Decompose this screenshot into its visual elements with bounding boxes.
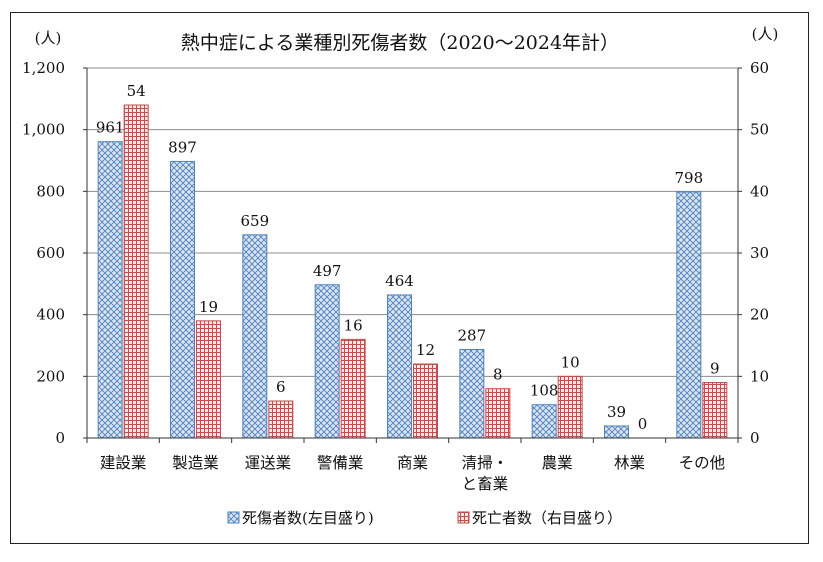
- left-axis-unit: (人): [35, 29, 62, 47]
- gridlines: [87, 67, 738, 377]
- left-tick-label: 200: [36, 367, 65, 385]
- category-label: と畜業: [462, 475, 509, 493]
- left-tick-label: 400: [36, 306, 65, 324]
- data-label-deaths: 54: [127, 82, 146, 100]
- bar-deaths: [485, 388, 511, 439]
- data-label-deaths: 6: [276, 378, 286, 396]
- bars: [97, 104, 728, 439]
- left-tick-label: 600: [36, 244, 65, 262]
- legend-label-deaths: 死亡者数（右目盛り）: [472, 509, 622, 527]
- data-label-casualties: 798: [675, 169, 704, 187]
- category-label: 林業: [614, 454, 645, 472]
- right-tick-label: 50: [750, 121, 769, 139]
- chart-title: 熱中症による業種別死傷者数（2020～2024年計）: [181, 32, 619, 54]
- data-label-casualties: 39: [607, 403, 626, 421]
- category-label: 建設業: [100, 454, 147, 472]
- bar-deaths: [702, 382, 728, 439]
- right-tick-label: 30: [750, 244, 769, 262]
- bar-deaths: [268, 400, 294, 439]
- bar-casualties: [459, 349, 485, 439]
- category-label: 警備業: [317, 454, 364, 472]
- legend-label-casualties: 死傷者数(左目盛り): [242, 509, 374, 527]
- bar-deaths: [196, 320, 221, 439]
- bar-deaths: [340, 338, 366, 439]
- bar-casualties: [170, 160, 195, 439]
- legend: 死傷者数(左目盛り) 死亡者数（右目盛り）: [227, 509, 622, 527]
- data-label-deaths: 10: [561, 353, 580, 371]
- bar-casualties: [242, 234, 268, 439]
- category-label: 清掃・: [462, 454, 509, 472]
- left-tick-label: 1,200: [22, 59, 65, 77]
- right-tick-label: 0: [750, 429, 760, 447]
- right-tick-label: 10: [750, 367, 769, 385]
- data-label-casualties: 961: [96, 119, 125, 137]
- data-label-deaths: 19: [199, 298, 218, 316]
- left-tick-label: 1,000: [22, 121, 65, 139]
- legend-swatch-deaths: [457, 511, 470, 524]
- data-label-deaths: 0: [638, 415, 648, 433]
- legend-swatch-casualties: [227, 511, 240, 524]
- category-label: 製造業: [172, 454, 219, 472]
- right-tick-label: 20: [750, 306, 769, 324]
- chart-frame: [10, 12, 809, 544]
- bar-casualties: [604, 425, 629, 439]
- data-label-casualties: 659: [241, 212, 270, 230]
- category-label: 商業: [397, 454, 428, 472]
- left-tick-label: 0: [55, 429, 65, 447]
- bar-casualties: [387, 294, 412, 439]
- right-tick-label: 40: [750, 182, 769, 200]
- bar-casualties: [314, 284, 340, 439]
- data-label-casualties: 108: [530, 382, 559, 400]
- right-axis-unit: (人): [752, 25, 779, 43]
- data-label-deaths: 8: [493, 366, 503, 384]
- bar-deaths: [413, 363, 438, 439]
- category-labels: 建設業 製造業 運送業 警備業 商業 清掃・と畜業 農業 林業 その他: [100, 454, 725, 493]
- data-label-casualties: 287: [458, 327, 487, 345]
- axes: [83, 67, 742, 443]
- left-tick-label: 800: [36, 182, 65, 200]
- bar-deaths: [557, 375, 583, 439]
- category-label: 農業: [542, 454, 573, 472]
- bar-casualties: [531, 404, 557, 439]
- bar-casualties: [97, 141, 123, 439]
- data-label-deaths: 9: [710, 360, 720, 378]
- data-label-casualties: 497: [313, 262, 342, 280]
- data-label-casualties: 464: [385, 272, 414, 290]
- data-label-casualties: 897: [168, 138, 197, 156]
- data-label-deaths: 16: [344, 316, 363, 334]
- category-label: その他: [679, 454, 726, 472]
- bar-casualties: [676, 191, 702, 439]
- category-label: 運送業: [245, 454, 292, 472]
- bar-deaths: [123, 104, 149, 439]
- right-tick-label: 60: [750, 59, 769, 77]
- data-label-deaths: 12: [416, 341, 435, 359]
